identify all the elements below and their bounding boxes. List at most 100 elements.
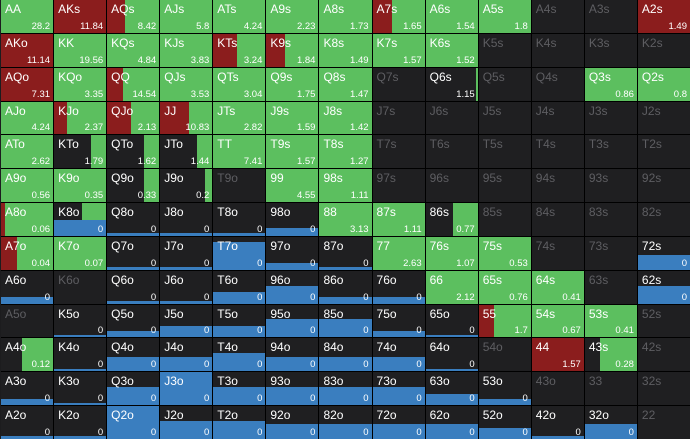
hand-cell[interactable]: 84s <box>531 203 584 236</box>
hand-cell[interactable]: K7s 1.57 <box>372 33 425 67</box>
hand-cell[interactable]: 96o 0 <box>266 270 319 304</box>
hand-cell[interactable]: 62o 0 <box>425 406 478 439</box>
hand-cell[interactable]: A5s 1.8 <box>478 0 531 33</box>
hand-cell[interactable]: JTo 1.44 <box>160 135 213 169</box>
hand-cell[interactable]: 76o 0 <box>372 270 425 304</box>
hand-cell[interactable]: 83s <box>584 203 637 236</box>
hand-cell[interactable]: J4o 0 <box>160 338 213 372</box>
hand-cell[interactable]: KQs 4.84 <box>107 33 160 67</box>
hand-cell[interactable]: J4s <box>531 101 584 135</box>
hand-cell[interactable]: ATo 2.62 <box>1 135 54 169</box>
hand-cell[interactable]: Q3o 0 <box>107 372 160 406</box>
hand-cell[interactable]: AKs 11.84 <box>54 0 107 33</box>
hand-cell[interactable]: 97o 0 <box>266 236 319 270</box>
hand-cell[interactable]: 98o 0 <box>266 203 319 236</box>
hand-cell[interactable]: 72s 0 <box>637 236 690 270</box>
hand-cell[interactable]: Q7o 0 <box>107 236 160 270</box>
hand-cell[interactable]: A3o 0 <box>1 372 54 406</box>
hand-cell[interactable]: 54o <box>478 338 531 372</box>
hand-cell[interactable]: J2s <box>637 101 690 135</box>
hand-cell[interactable]: KJs 3.83 <box>160 33 213 67</box>
hand-cell[interactable]: 52s <box>637 304 690 338</box>
hand-cell[interactable]: K8o 0 <box>54 203 107 236</box>
hand-cell[interactable]: K3o 0 <box>54 372 107 406</box>
hand-cell[interactable]: K6s 1.52 <box>425 33 478 67</box>
hand-cell[interactable]: A7s 1.65 <box>372 0 425 33</box>
hand-cell[interactable]: A6s 1.54 <box>425 0 478 33</box>
hand-cell[interactable]: T8s 1.27 <box>319 135 372 169</box>
hand-cell[interactable]: 86o 0 <box>319 270 372 304</box>
hand-cell[interactable]: A8s 1.73 <box>319 0 372 33</box>
hand-cell[interactable]: QJo 2.13 <box>107 101 160 135</box>
hand-cell[interactable]: 52o 0 <box>478 406 531 439</box>
hand-cell[interactable]: J9o 0.2 <box>160 169 213 203</box>
hand-cell[interactable]: A6o 0 <box>1 270 54 304</box>
hand-cell[interactable]: T7o 0 <box>213 236 266 270</box>
hand-cell[interactable]: 95o 0 <box>266 304 319 338</box>
hand-cell[interactable]: 53o 0 <box>478 372 531 406</box>
hand-cell[interactable]: 95s <box>478 169 531 203</box>
hand-cell[interactable]: T9s 1.57 <box>266 135 319 169</box>
hand-cell[interactable]: J2o 0 <box>160 406 213 439</box>
hand-cell[interactable]: 98s 1.11 <box>319 169 372 203</box>
hand-cell[interactable]: T5s <box>478 135 531 169</box>
hand-cell[interactable]: T7s <box>372 135 425 169</box>
hand-cell[interactable]: J3o 0 <box>160 372 213 406</box>
hand-cell[interactable]: T8o 0 <box>213 203 266 236</box>
hand-cell[interactable]: 43o <box>531 372 584 406</box>
hand-cell[interactable]: J3s <box>584 101 637 135</box>
hand-cell[interactable]: 84o 0 <box>319 338 372 372</box>
hand-cell[interactable]: QJs 3.53 <box>160 67 213 101</box>
hand-cell[interactable]: 83o 0 <box>319 372 372 406</box>
hand-cell[interactable]: 22 <box>637 406 690 439</box>
hand-cell[interactable]: QTo 1.62 <box>107 135 160 169</box>
hand-cell[interactable]: 96s <box>425 169 478 203</box>
hand-cell[interactable]: 74s <box>531 236 584 270</box>
hand-cell[interactable]: AJs 5.8 <box>160 0 213 33</box>
hand-cell[interactable]: T3s <box>584 135 637 169</box>
hand-cell[interactable]: 33 <box>584 372 637 406</box>
hand-cell[interactable]: 73s <box>584 236 637 270</box>
hand-cell[interactable]: K9o 0.35 <box>54 169 107 203</box>
hand-cell[interactable]: Q7s <box>372 67 425 101</box>
hand-cell[interactable]: T6s <box>425 135 478 169</box>
hand-cell[interactable]: T5o 0 <box>213 304 266 338</box>
hand-cell[interactable]: K5s <box>478 33 531 67</box>
hand-cell[interactable]: Q8o 0 <box>107 203 160 236</box>
hand-cell[interactable]: A7o 0.04 <box>1 236 54 270</box>
hand-cell[interactable]: A8o 0.06 <box>1 203 54 236</box>
hand-cell[interactable]: 75s 0.53 <box>478 236 531 270</box>
hand-cell[interactable]: 93o 0 <box>266 372 319 406</box>
hand-cell[interactable]: 77 2.63 <box>372 236 425 270</box>
hand-cell[interactable]: 62s 0 <box>637 270 690 304</box>
hand-cell[interactable]: 72o 0 <box>372 406 425 439</box>
hand-cell[interactable]: QTs 3.04 <box>213 67 266 101</box>
hand-cell[interactable]: QQ 14.54 <box>107 67 160 101</box>
hand-cell[interactable]: K5o 0 <box>54 304 107 338</box>
hand-cell[interactable]: 32s <box>637 372 690 406</box>
hand-cell[interactable]: KTs 3.24 <box>213 33 266 67</box>
hand-cell[interactable]: T4o 0 <box>213 338 266 372</box>
hand-cell[interactable]: T6o 0 <box>213 270 266 304</box>
hand-cell[interactable]: 87o 0 <box>319 236 372 270</box>
hand-cell[interactable]: K4o 0 <box>54 338 107 372</box>
hand-cell[interactable]: TT 7.41 <box>213 135 266 169</box>
hand-cell[interactable]: KTo 1.79 <box>54 135 107 169</box>
hand-cell[interactable]: A2s 1.49 <box>637 0 690 33</box>
hand-cell[interactable]: 87s 1.11 <box>372 203 425 236</box>
hand-cell[interactable]: A4s <box>531 0 584 33</box>
hand-cell[interactable]: J6s <box>425 101 478 135</box>
hand-cell[interactable]: A2o 0 <box>1 406 54 439</box>
hand-cell[interactable]: 85s <box>478 203 531 236</box>
hand-cell[interactable]: 92o 0 <box>266 406 319 439</box>
hand-cell[interactable]: Q3s 0.86 <box>584 67 637 101</box>
hand-cell[interactable]: T9o <box>213 169 266 203</box>
hand-cell[interactable]: 55 1.7 <box>478 304 531 338</box>
hand-cell[interactable]: 82o 0 <box>319 406 372 439</box>
hand-cell[interactable]: K7o 0.07 <box>54 236 107 270</box>
hand-cell[interactable]: 64o 0 <box>425 338 478 372</box>
hand-cell[interactable]: 93s <box>584 169 637 203</box>
hand-cell[interactable]: T2s <box>637 135 690 169</box>
hand-cell[interactable]: T4s <box>531 135 584 169</box>
hand-cell[interactable]: Q2s 0.8 <box>637 67 690 101</box>
